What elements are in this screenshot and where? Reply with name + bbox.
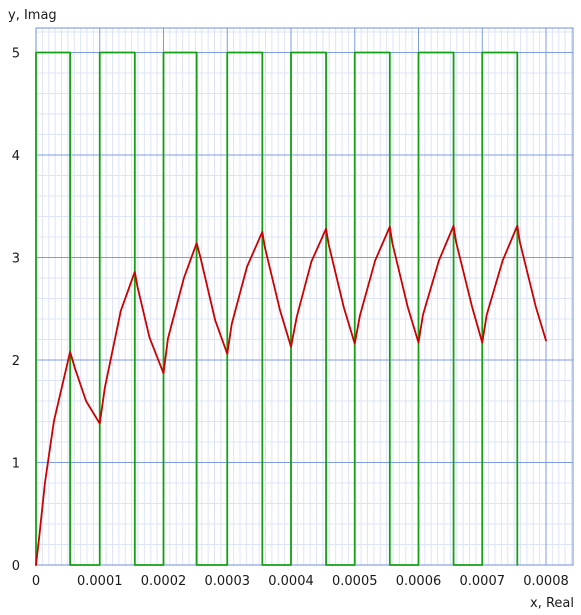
y-tick-label: 4: [12, 149, 20, 164]
y-tick-label: 0: [12, 559, 20, 574]
series-line-red: [35, 224, 547, 566]
x-tick-label: 0.0005: [332, 574, 378, 589]
y-tick-label: 2: [12, 354, 20, 369]
x-axis-label: x, Real: [530, 596, 574, 611]
x-tick-label: 0.0006: [396, 574, 442, 589]
x-tick-label: 0.0001: [77, 574, 123, 589]
x-tick-label: 0: [32, 574, 40, 589]
x-tick-label: 0.0002: [141, 574, 187, 589]
series-line-green: [35, 51, 519, 566]
series-layer: [35, 51, 547, 566]
y-tick-label: 3: [12, 252, 20, 267]
y-tick-label: 1: [12, 457, 20, 472]
y-axis-label: y, Imag: [8, 8, 57, 23]
x-tick-label: 0.0007: [460, 574, 506, 589]
x-tick-label: 0.0003: [205, 574, 251, 589]
x-tick-label: 0.0008: [523, 574, 569, 589]
tick-labels: 0 0.0001 0.0002 0.0003 0.0004 0.0005 0.0006 0.0…: [12, 47, 569, 590]
minor-grid: [36, 28, 573, 565]
x-tick-label: 0.0004: [268, 574, 314, 589]
y-tick-label: 5: [12, 47, 20, 62]
